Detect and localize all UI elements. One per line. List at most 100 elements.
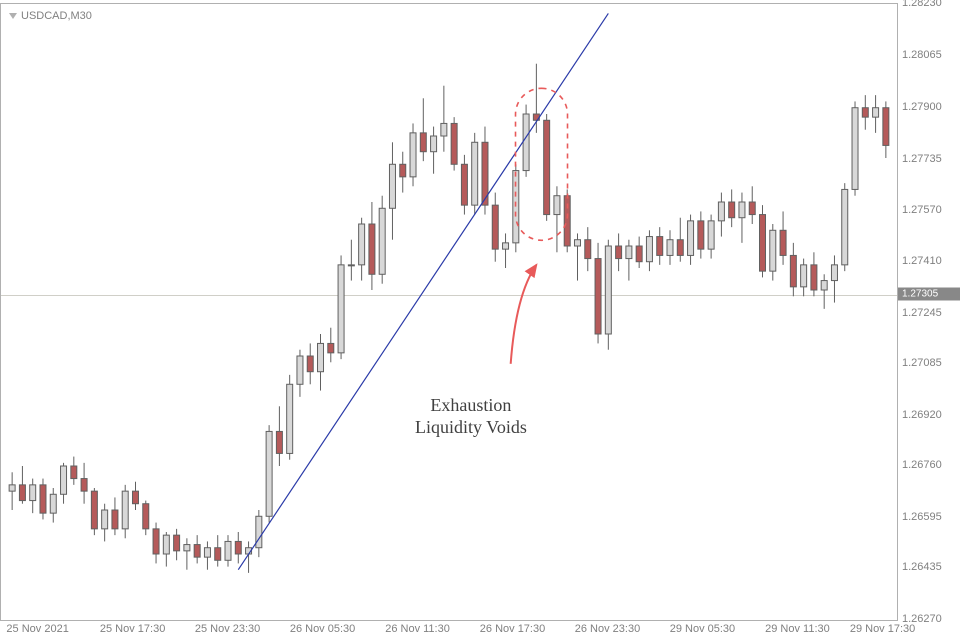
x-axis-tick: 26 Nov 17:30 <box>480 623 545 635</box>
x-axis-tick: 26 Nov 05:30 <box>290 623 355 635</box>
price-marker: 1.27305 <box>898 287 960 300</box>
candle <box>328 343 334 352</box>
candle <box>831 265 837 281</box>
candle <box>369 224 375 274</box>
candle <box>441 123 447 136</box>
y-axis-tick: 1.26920 <box>902 409 942 421</box>
candle <box>61 466 67 494</box>
x-axis-tick: 26 Nov 11:30 <box>385 623 450 635</box>
candle <box>132 491 138 504</box>
candle <box>523 114 529 171</box>
candle <box>420 133 426 152</box>
candle <box>667 240 673 256</box>
candle <box>19 485 25 501</box>
candlestick-layer <box>1 4 897 620</box>
candle <box>431 136 437 152</box>
candle <box>318 343 324 371</box>
y-axis-tick: 1.27085 <box>902 357 942 369</box>
candle <box>379 208 385 274</box>
y-axis-tick: 1.28230 <box>902 0 942 9</box>
candle <box>9 485 15 491</box>
candle <box>451 123 457 164</box>
candle <box>595 259 601 334</box>
candle <box>102 510 108 529</box>
candle <box>492 205 498 249</box>
candle <box>40 485 46 513</box>
candle <box>461 164 467 205</box>
chart-plot-area[interactable]: USDCAD,M30ExhaustionLiquidity Voids <box>0 3 898 621</box>
candle <box>194 545 200 558</box>
candle <box>842 189 848 264</box>
candle <box>30 485 36 501</box>
x-axis-tick: 26 Nov 23:30 <box>575 623 640 635</box>
candle <box>574 240 580 246</box>
candle <box>739 202 745 218</box>
candle <box>688 221 694 256</box>
candle <box>585 240 591 259</box>
candle <box>749 202 755 215</box>
candle <box>708 221 714 249</box>
candle <box>410 133 416 177</box>
y-axis-tick: 1.27735 <box>902 153 942 165</box>
candle <box>338 265 344 353</box>
trendline[interactable] <box>238 13 608 569</box>
candle <box>544 120 550 214</box>
candle <box>718 202 724 221</box>
candle <box>235 541 241 554</box>
candle <box>821 281 827 290</box>
candle <box>359 224 365 265</box>
x-axis-tick: 25 Nov 2021 <box>6 623 68 635</box>
candle <box>646 237 652 262</box>
candle <box>91 491 97 529</box>
candle <box>184 545 190 551</box>
candle <box>81 479 87 492</box>
y-axis-tick: 1.26760 <box>902 459 942 471</box>
annotation-text: ExhaustionLiquidity Voids <box>415 394 527 439</box>
candle <box>760 215 766 272</box>
candle <box>307 356 313 372</box>
y-axis-tick: 1.26435 <box>902 561 942 573</box>
candle <box>616 246 622 259</box>
x-axis-tick: 29 Nov 05:30 <box>670 623 735 635</box>
annotation-arrow <box>511 265 537 364</box>
y-axis-tick: 1.27410 <box>902 255 942 267</box>
candle <box>811 265 817 290</box>
candle <box>605 246 611 334</box>
y-axis-tick: 1.27570 <box>902 204 942 216</box>
candle <box>698 221 704 249</box>
x-axis-tick: 25 Nov 23:30 <box>195 623 260 635</box>
candle <box>770 230 776 271</box>
candle <box>225 541 231 560</box>
x-axis-tick: 25 Nov 17:30 <box>100 623 165 635</box>
candle <box>143 504 149 529</box>
candle <box>50 494 56 513</box>
candle <box>554 196 560 215</box>
candle <box>564 196 570 246</box>
candle <box>348 265 354 266</box>
candle <box>297 356 303 384</box>
y-axis-tick: 1.28065 <box>902 49 942 61</box>
candle <box>389 164 395 208</box>
candle <box>112 510 118 529</box>
candle <box>215 548 221 561</box>
candle <box>71 466 77 479</box>
candle <box>729 202 735 218</box>
candle <box>677 240 683 256</box>
candle <box>163 535 169 554</box>
candle <box>657 237 663 256</box>
candle <box>862 108 868 117</box>
candle <box>780 230 786 255</box>
candle <box>276 431 282 453</box>
candle <box>266 431 272 516</box>
candle <box>400 164 406 177</box>
x-axis-tick: 29 Nov 17:30 <box>850 623 915 635</box>
candle <box>801 265 807 287</box>
y-axis-tick: 1.27900 <box>902 101 942 113</box>
candle <box>287 384 293 453</box>
candle <box>636 246 642 262</box>
candle <box>503 243 509 249</box>
candle <box>852 108 858 190</box>
y-axis-tick: 1.27245 <box>902 307 942 319</box>
candle <box>873 108 879 117</box>
candle <box>790 255 796 286</box>
